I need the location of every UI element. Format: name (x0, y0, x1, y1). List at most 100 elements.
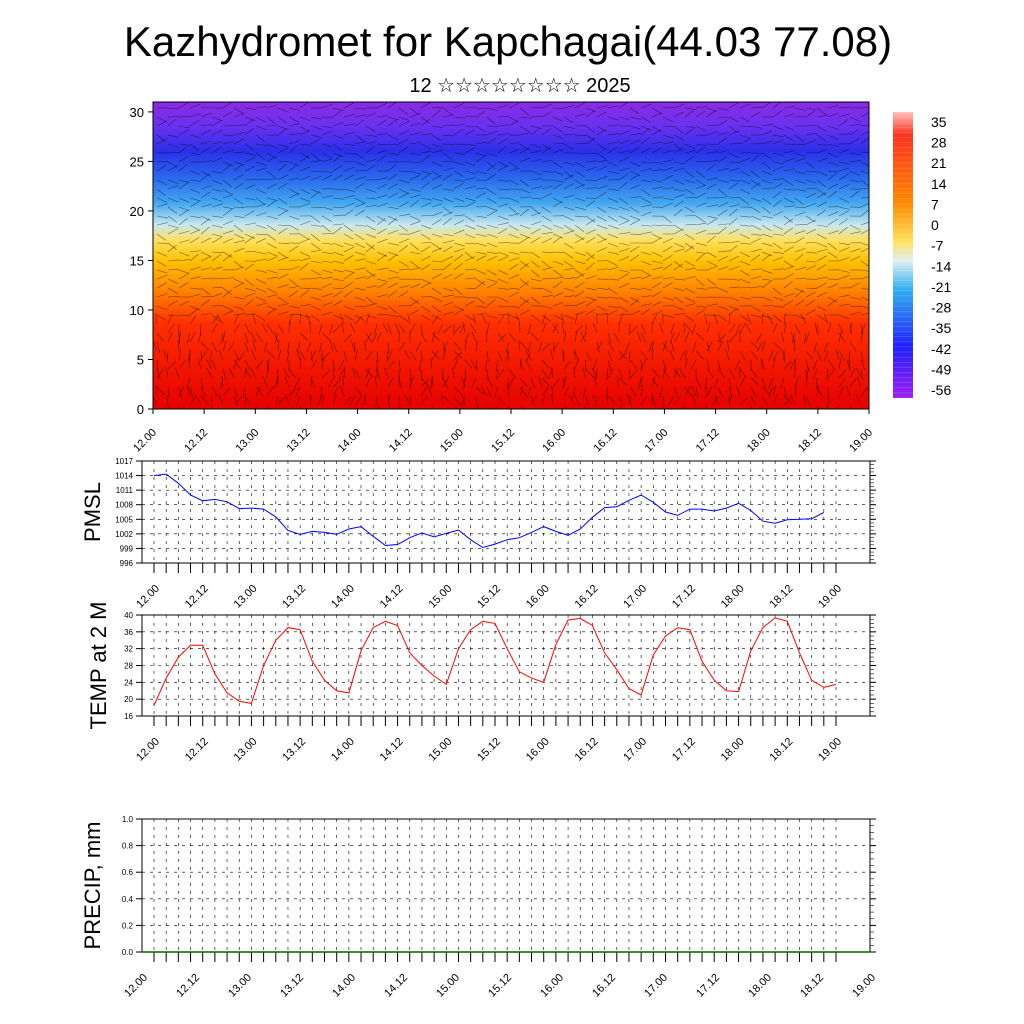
wind-barb (552, 276, 564, 280)
wind-barb (519, 236, 530, 244)
wind-barb (585, 166, 597, 172)
wind-barb (321, 242, 333, 245)
wind-barb (849, 404, 852, 409)
colorbar-label: -35 (931, 320, 951, 336)
wind-barb (857, 376, 862, 388)
wind-barb (475, 395, 478, 407)
wind-barb (508, 161, 519, 169)
wind-barb (596, 247, 608, 253)
heatmap-x-tick-label: 17.12 (694, 427, 722, 455)
wind-barb (662, 187, 674, 190)
wind-barb (244, 210, 255, 217)
wind-barb (845, 385, 851, 397)
wind-barb (310, 296, 322, 301)
wind-barb (343, 242, 355, 247)
wind-barb (541, 238, 553, 244)
wind-barb (464, 242, 476, 245)
wind-barb (361, 395, 367, 407)
wind-barb (178, 209, 189, 217)
wind-barb (739, 197, 750, 205)
wind-barb (673, 312, 685, 316)
wind-barb (695, 170, 706, 178)
wind-barb (585, 296, 597, 301)
wind-barb (750, 268, 762, 271)
wind-barb (167, 215, 178, 223)
wind-barb (662, 255, 673, 262)
wind-barb (211, 386, 219, 397)
wind-barb (739, 296, 751, 300)
wind-barb (684, 155, 695, 163)
wind-barb (728, 204, 740, 208)
wind-barb (816, 157, 828, 163)
wind-barb (475, 359, 478, 371)
wind-barb (607, 161, 619, 167)
wind-barb (761, 280, 771, 289)
wind-barb (376, 143, 388, 146)
wind-barb (250, 332, 257, 343)
wind-barb (750, 341, 760, 350)
wind-barb (756, 341, 763, 353)
wind-barb (805, 139, 817, 145)
colorbar-label: 14 (931, 176, 947, 192)
wind-barb (441, 394, 444, 406)
wind-barb (561, 322, 565, 334)
wind-barb (299, 130, 311, 136)
wind-barb (464, 314, 475, 321)
wind-barb (321, 125, 333, 129)
wind-barb (606, 368, 609, 380)
wind-barb (728, 278, 740, 281)
wind-barb (563, 143, 574, 150)
wind-barb (541, 377, 550, 387)
wind-barb (409, 296, 419, 304)
y-tick-label: 0.0 (122, 948, 134, 957)
wind-barb (736, 385, 741, 397)
y-axis-label: TEMP at 2 M (86, 602, 111, 730)
wind-barb (717, 296, 730, 298)
wind-barb (772, 322, 778, 334)
wind-barb (354, 107, 366, 110)
wind-barb (519, 224, 531, 230)
wind-barb (156, 305, 168, 311)
wind-barb (343, 114, 355, 118)
heatmap-x-tick-label: 12.00 (131, 427, 159, 455)
wind-barb (321, 358, 324, 370)
wind-barb (365, 303, 377, 307)
wind-barb (288, 145, 298, 154)
wind-barb (354, 349, 358, 361)
wind-barb (365, 367, 370, 379)
y-tick-label: 1005 (115, 515, 133, 524)
wind-barb (794, 230, 806, 235)
wind-barb (200, 377, 204, 389)
wind-barb (376, 203, 388, 208)
wind-barb (849, 152, 861, 156)
wind-barb (211, 233, 223, 238)
wind-barb (506, 349, 510, 361)
wind-barb (684, 349, 688, 361)
wind-barb (640, 224, 652, 227)
wind-barb (343, 195, 355, 199)
wind-barb (552, 378, 560, 388)
wind-barb (200, 299, 211, 307)
wind-barb (794, 179, 806, 184)
wind-barb (387, 305, 397, 313)
wind-barb (673, 263, 684, 271)
wind-barb (255, 116, 266, 123)
wind-barb (684, 179, 696, 184)
wind-barb (816, 125, 827, 132)
wind-barb (816, 291, 828, 298)
wind-barb (431, 247, 443, 253)
wind-barb (651, 395, 657, 407)
wind-barb (497, 256, 509, 262)
wind-barb (761, 314, 773, 320)
wind-barb (233, 313, 239, 325)
x-tick-label: 14.00 (329, 583, 357, 611)
wind-barb (673, 278, 685, 281)
wind-barb (178, 359, 186, 370)
wind-barb (310, 138, 321, 145)
wind-barb (319, 341, 323, 353)
wind-barb (233, 215, 245, 218)
wind-barb (679, 368, 686, 379)
wind-barb (200, 287, 210, 295)
wind-barb (321, 283, 333, 289)
wind-barb (167, 300, 178, 307)
